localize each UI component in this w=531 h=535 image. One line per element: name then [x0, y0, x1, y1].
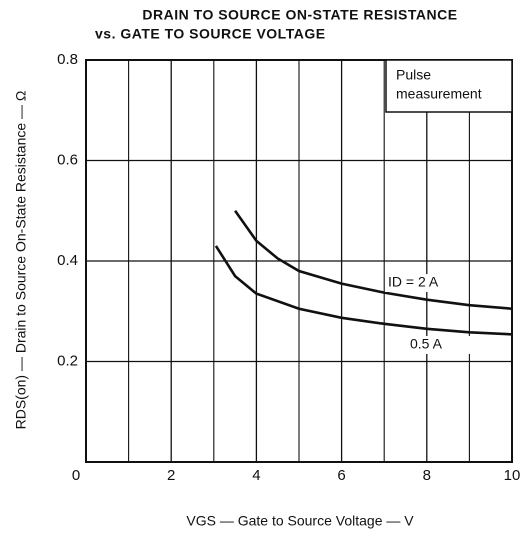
chart-title: vs. GATE TO SOURCE VOLTAGE [95, 26, 326, 42]
x-tick-label: 4 [252, 467, 260, 484]
y-axis-label: RDS(on) — Drain to Source On-State Resis… [13, 91, 29, 430]
x-tick-label: 8 [423, 467, 431, 484]
y-tick-label: 0.2 [57, 352, 78, 369]
annotation-box [385, 59, 513, 113]
y-tick-label: 0.4 [57, 252, 78, 269]
annotation: measurement [396, 86, 482, 102]
x-tick-label: 0 [72, 467, 80, 484]
x-axis-label: VGS — Gate to Source Voltage — V [186, 513, 414, 529]
y-tick-label: 0.8 [57, 51, 78, 68]
label-bg [407, 336, 481, 354]
x-tick-label: 6 [337, 467, 345, 484]
x-tick-label: 2 [167, 467, 175, 484]
y-tick-label: 0.6 [57, 151, 78, 168]
series-line [214, 245, 513, 336]
x-tick-label: 10 [504, 467, 521, 484]
label-bg [385, 274, 459, 292]
annotation: Pulse [396, 67, 431, 83]
series-label: ID = 2 A [388, 274, 439, 290]
series-line [234, 209, 513, 311]
chart-title: DRAIN TO SOURCE ON-STATE RESISTANCE [142, 7, 457, 23]
series-label: 0.5 A [410, 336, 443, 352]
